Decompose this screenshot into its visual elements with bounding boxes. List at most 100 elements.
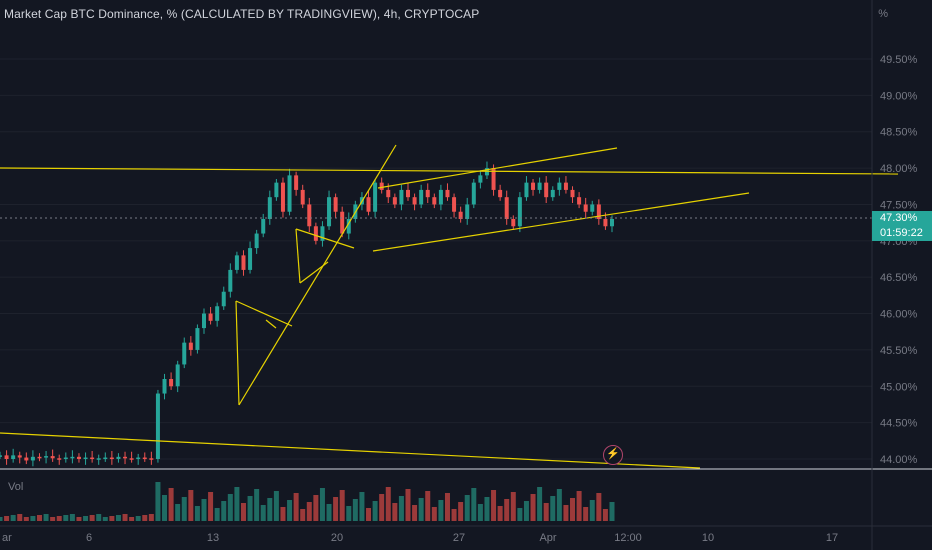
grid	[0, 58, 872, 460]
trendline[interactable]	[299, 261, 329, 284]
y-tick-label: 44.50%	[880, 418, 918, 430]
trendline[interactable]	[295, 228, 355, 249]
volume-bar	[589, 500, 595, 521]
x-tick-label: 13	[207, 532, 219, 544]
volume-bar	[596, 493, 602, 521]
volume-bar	[306, 502, 312, 521]
candle-body	[577, 197, 582, 205]
volume-bar	[326, 504, 332, 521]
volume-bar	[214, 508, 220, 521]
volume-bar	[477, 504, 483, 521]
lightning-icon[interactable]: ⚡	[603, 445, 623, 465]
y-tick-label: 48.00%	[880, 163, 918, 175]
candle-body	[129, 458, 134, 460]
trendline[interactable]	[265, 319, 277, 329]
volume-bar	[372, 501, 378, 521]
price-axis[interactable]: 49.50%49.00%48.50%48.00%47.50%47.00%46.5…	[880, 54, 918, 466]
candle-body	[340, 211, 345, 234]
candle-body	[392, 197, 397, 205]
trendline[interactable]	[377, 147, 618, 189]
volume-bar	[602, 509, 608, 521]
candle-body	[208, 313, 213, 321]
volume-bar	[122, 514, 128, 521]
candle-body	[590, 204, 595, 212]
candle-body	[136, 457, 141, 460]
candle-body	[103, 457, 108, 460]
candle-body	[44, 456, 49, 458]
last-price-tag: 47.30%	[872, 211, 932, 226]
volume-bar	[89, 515, 95, 521]
volume-bar	[280, 507, 286, 521]
bar-countdown: 01:59:22	[872, 226, 932, 241]
candle-body	[386, 189, 391, 198]
candle-body	[261, 219, 266, 234]
volume-bar	[583, 507, 589, 521]
trendline[interactable]	[235, 300, 240, 406]
volume-bar	[352, 499, 358, 521]
volume-bar	[576, 491, 582, 521]
candle-body	[76, 456, 81, 459]
volume-bar	[23, 517, 29, 521]
trendline[interactable]	[0, 432, 701, 469]
volume-bar	[504, 499, 510, 521]
trendline[interactable]	[372, 192, 750, 252]
volume-bar	[570, 498, 576, 521]
candle-body	[544, 182, 549, 198]
volume-bar	[96, 514, 102, 521]
volume-bar	[115, 515, 121, 521]
candle-body	[307, 204, 312, 227]
candle-body	[313, 226, 318, 241]
candle-body	[399, 189, 404, 205]
candle-body	[432, 197, 437, 205]
volume-bar	[76, 517, 82, 521]
candle-body	[116, 456, 121, 459]
candle-body	[425, 189, 430, 198]
candle-body	[603, 219, 608, 227]
candle-body	[300, 189, 305, 205]
candle-body	[452, 197, 457, 212]
candle-body	[517, 197, 522, 227]
percent-scale-label[interactable]: %	[878, 8, 888, 20]
volume-bar	[405, 489, 411, 521]
trendlines[interactable]	[0, 144, 899, 469]
volume-bar	[63, 515, 69, 521]
x-tick-label: 10	[702, 532, 714, 544]
candle-body	[346, 219, 351, 234]
trendline[interactable]	[235, 300, 293, 327]
candle-body	[511, 219, 516, 227]
volume-bar	[273, 491, 279, 521]
candle-body	[234, 255, 239, 270]
volume-label: Vol	[8, 481, 24, 493]
candle-body	[491, 168, 496, 190]
candle-body	[142, 457, 147, 460]
volume-bar	[510, 492, 516, 521]
candle-body	[24, 457, 29, 461]
volume-bar	[530, 494, 536, 521]
candle-body	[248, 248, 253, 270]
volume-bar	[36, 515, 42, 521]
volume-bar	[438, 500, 444, 521]
candle-body	[123, 456, 128, 459]
volume-bar	[56, 516, 62, 521]
volume-bar	[556, 489, 562, 521]
volume-bar	[444, 493, 450, 521]
volume-bar	[142, 515, 148, 521]
trendline[interactable]	[238, 144, 397, 406]
volume-bar	[267, 498, 273, 521]
candle-body	[498, 189, 503, 198]
time-axis[interactable]: ar 6 13 20 27 Apr 12:00 10 17	[2, 532, 838, 544]
trendline[interactable]	[295, 228, 301, 284]
volume-bar	[464, 495, 470, 521]
volume-bar	[431, 507, 437, 521]
candle-body	[83, 457, 88, 460]
volume-bar	[227, 494, 233, 521]
volume-bar	[4, 516, 10, 521]
trendline[interactable]	[0, 167, 899, 175]
candle-body	[327, 197, 332, 227]
volume-bar	[155, 482, 161, 521]
candle-body	[504, 197, 509, 219]
volume-bar	[366, 508, 372, 521]
candle-body	[583, 204, 588, 212]
volume-bar	[497, 506, 503, 521]
